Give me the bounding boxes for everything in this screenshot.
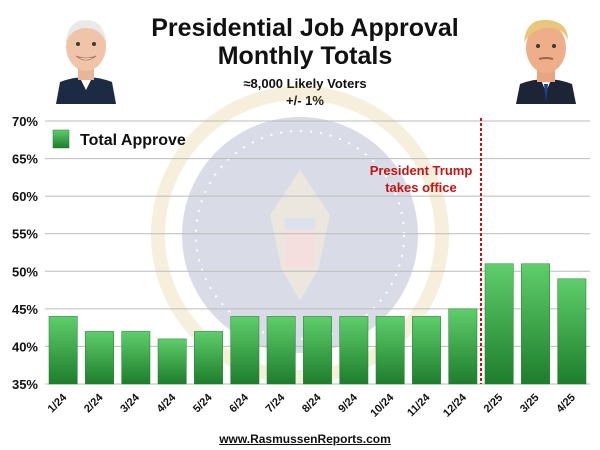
margin-of-error-subtitle: +/- 1% (286, 93, 324, 108)
x-tick-label: 4/25 (554, 392, 578, 416)
x-axis-ticks: 1/24 2/24 3/24 4/24 5/24 6/24 7/24 8/24 9/24 10/2… (46, 391, 578, 420)
bar (557, 278, 587, 385)
bar (375, 316, 405, 385)
bar (121, 331, 151, 385)
y-tick-label: 70% (12, 114, 38, 129)
bar (266, 316, 296, 385)
title-line-1: Presidential Job Approval (151, 14, 459, 42)
y-tick-label: 40% (12, 339, 38, 354)
y-tick-label: 50% (12, 264, 38, 279)
x-tick-label: 4/24 (155, 391, 179, 415)
x-tick-label: 11/24 (405, 391, 433, 419)
y-tick-label: 55% (12, 227, 38, 242)
bars (48, 263, 587, 385)
sample-size-subtitle: ≈8,000 Likely Voters (243, 76, 367, 91)
source-link[interactable]: www.RasmussenReports.com (219, 432, 391, 446)
legend-label: Total Approve (80, 132, 186, 149)
x-tick-label: 10/24 (368, 391, 397, 420)
bar (230, 316, 260, 385)
legend-swatch (52, 129, 70, 149)
x-tick-label: 7/24 (264, 391, 288, 415)
x-tick-label: 2/25 (482, 392, 506, 416)
bar (157, 338, 187, 385)
x-tick-label: 1/24 (46, 391, 70, 415)
bar (412, 316, 441, 385)
x-tick-label: 2/24 (82, 391, 106, 415)
bar (521, 263, 550, 385)
x-tick-label: 5/24 (191, 391, 215, 415)
title-line-2: Monthly Totals (217, 42, 393, 70)
annotation-line-1: President Trump (370, 163, 473, 178)
annotation-line-2: takes office (385, 180, 457, 195)
x-tick-label: 9/24 (336, 391, 360, 415)
x-tick-label: 12/24 (441, 391, 470, 420)
y-tick-label: 45% (12, 302, 38, 317)
x-tick-label: 3/25 (518, 392, 542, 416)
x-tick-label: 6/24 (227, 391, 251, 415)
seal-watermark (151, 86, 449, 384)
y-axis-ticks: 35% 40% 45% 50% 55% 60% 65% 70% (12, 114, 38, 392)
x-tick-label: 3/24 (118, 391, 142, 415)
y-tick-label: 60% (12, 189, 38, 204)
y-tick-label: 65% (12, 152, 38, 167)
chart-title: Presidential Job Approval Monthly Totals (120, 14, 490, 70)
bar (448, 308, 478, 385)
bar (48, 316, 78, 385)
bar (194, 331, 223, 385)
annotation: President Trump takes office (370, 163, 473, 195)
bar (484, 263, 514, 385)
legend: Total Approve (52, 129, 186, 149)
biden-portrait (52, 12, 120, 104)
x-tick-label: 8/24 (300, 391, 324, 415)
y-tick-label: 35% (12, 377, 38, 392)
trump-portrait (512, 12, 580, 104)
bar (85, 331, 114, 385)
bar (339, 316, 369, 385)
bar (303, 316, 332, 385)
